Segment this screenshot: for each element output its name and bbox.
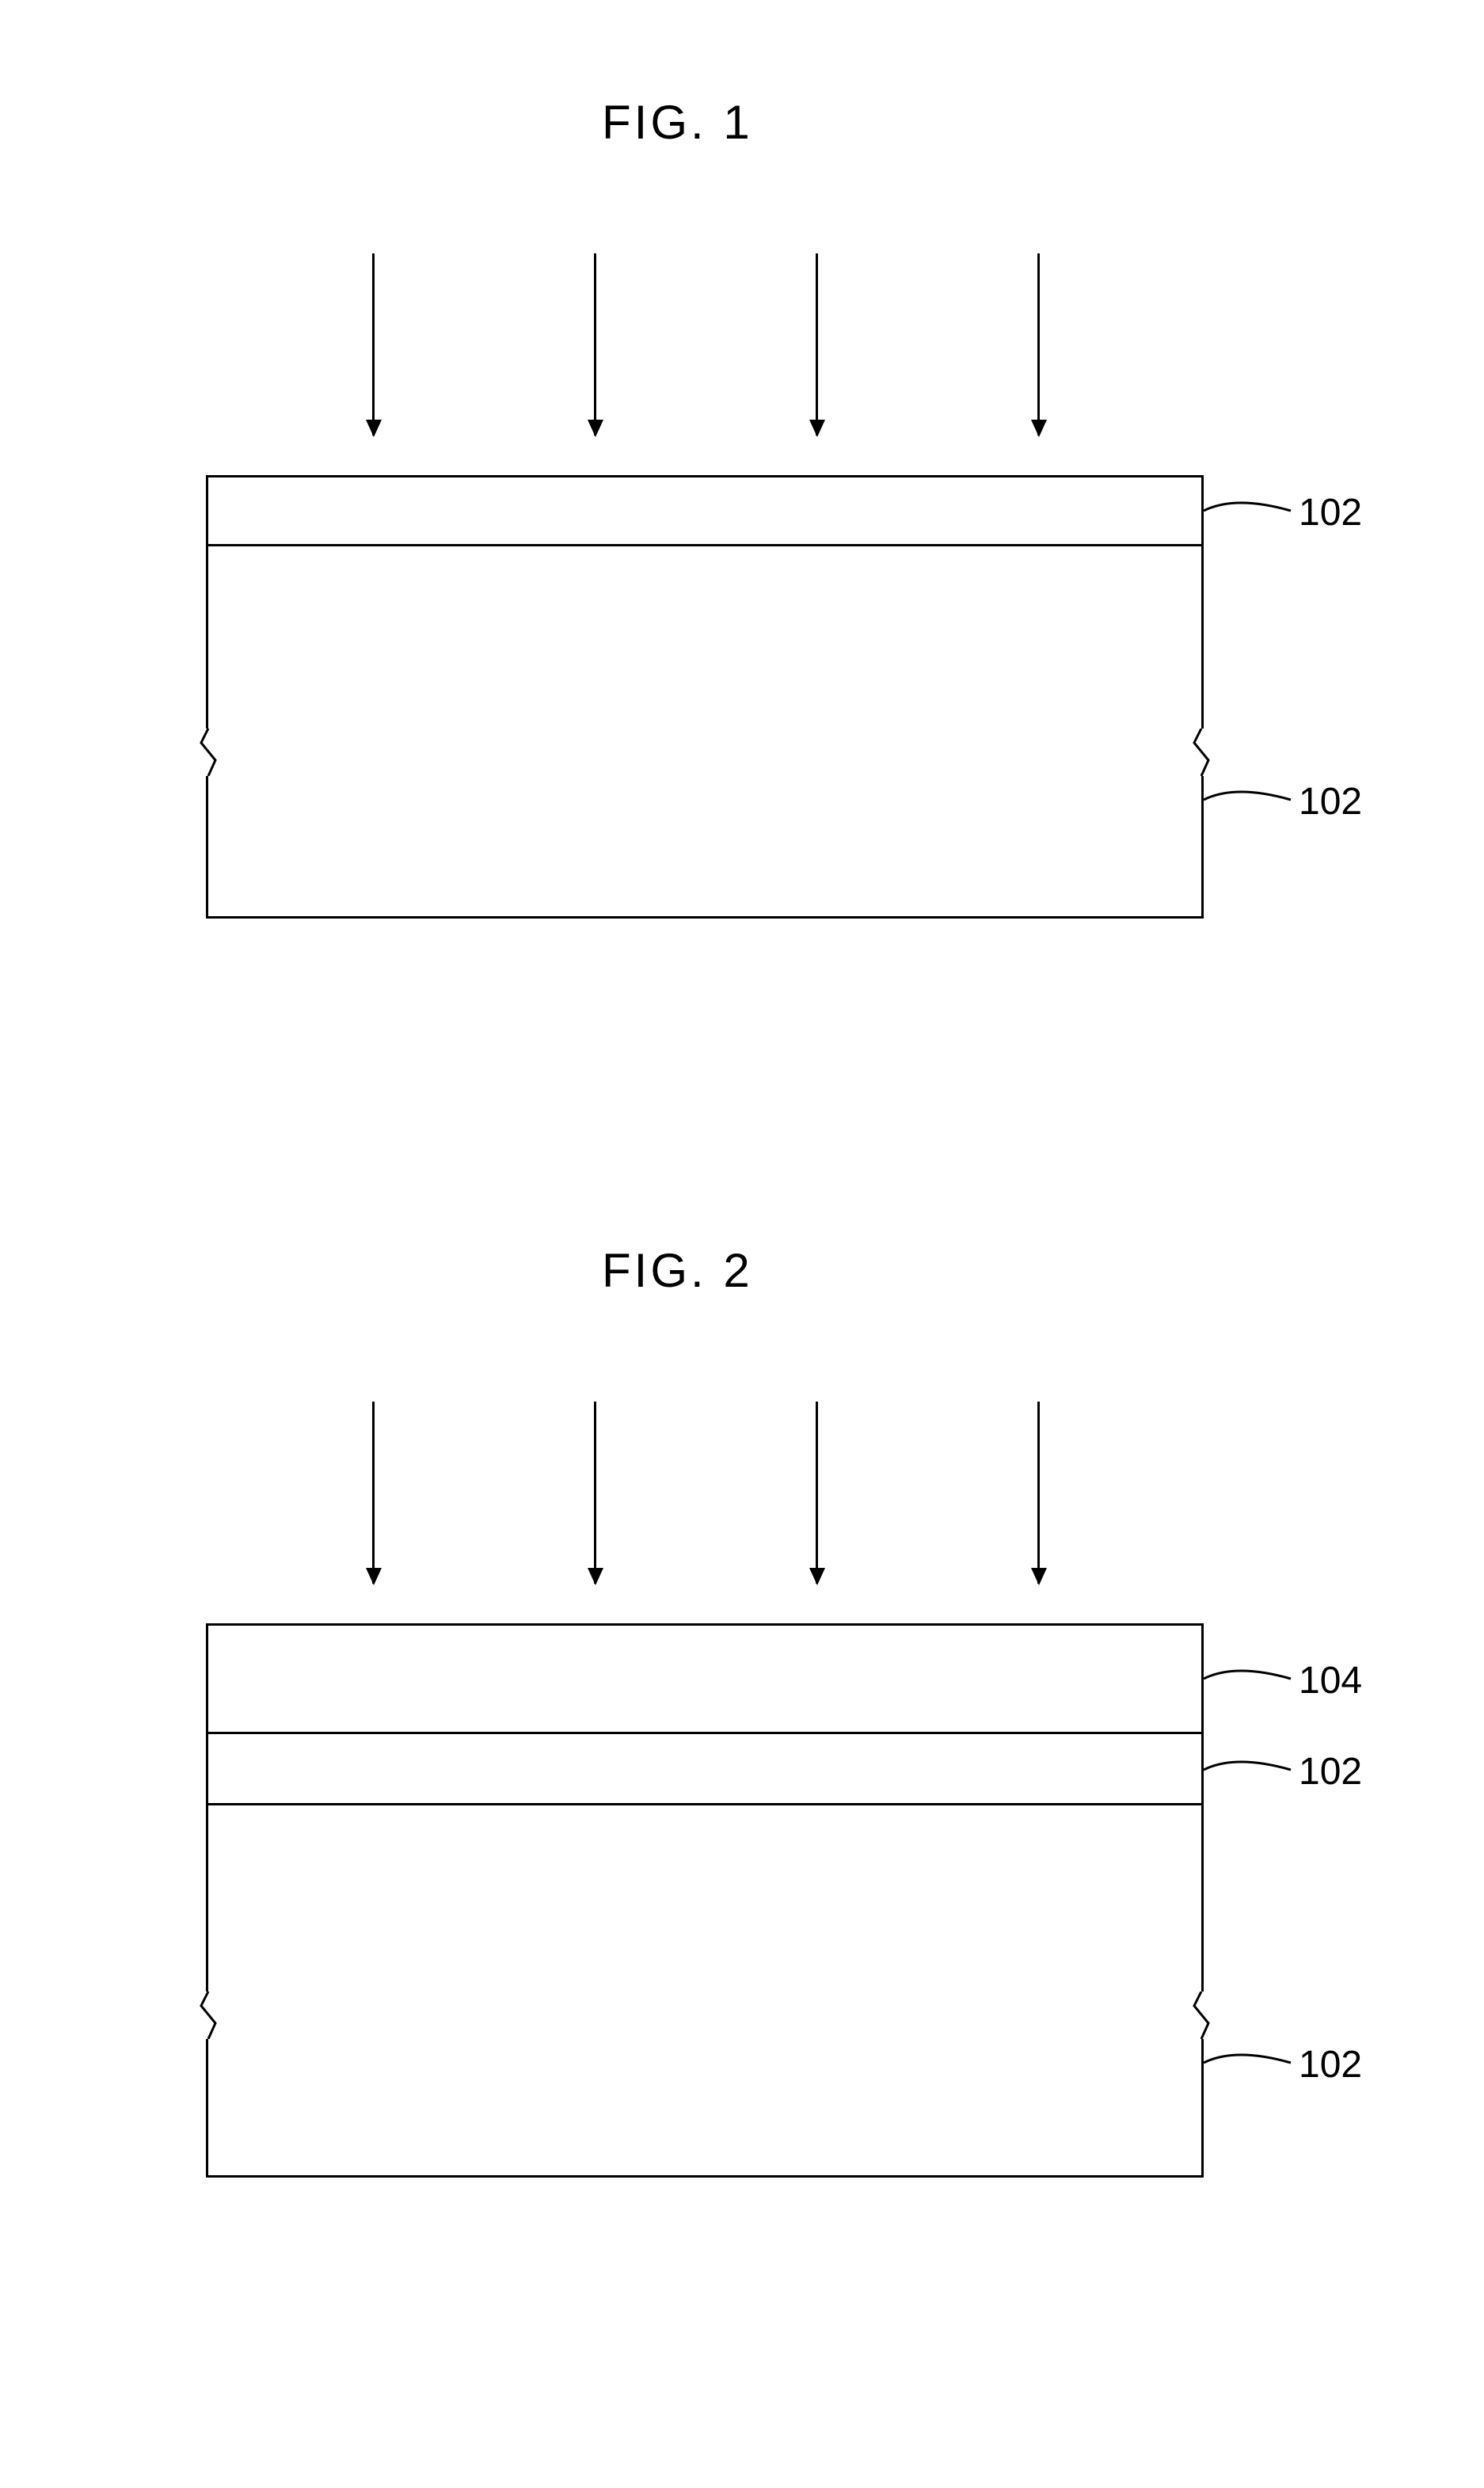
break-notch-right xyxy=(1191,729,1210,776)
label-102: 102 xyxy=(1299,780,1362,824)
arrow xyxy=(1037,253,1040,436)
fig2-layer-102 xyxy=(206,1732,1204,1805)
arrow xyxy=(372,1402,375,1584)
arrow xyxy=(1037,1402,1040,1584)
arrow xyxy=(816,253,818,436)
break-notch-left xyxy=(200,1992,219,2039)
fig2-title: FIG. 2 xyxy=(602,1243,753,1298)
fig1-title: FIG. 1 xyxy=(602,95,753,150)
label-102: 102 xyxy=(1299,2043,1362,2087)
label-102: 102 xyxy=(1299,491,1362,535)
label-102: 102 xyxy=(1299,1750,1362,1794)
leader-104 xyxy=(1204,1663,1299,1695)
leader-102-sub xyxy=(1204,2047,1299,2079)
leader-102-bottom xyxy=(1204,784,1299,816)
arrow xyxy=(816,1402,818,1584)
label-104: 104 xyxy=(1299,1659,1362,1702)
arrow xyxy=(594,1402,596,1584)
fig2-layer-104 xyxy=(206,1623,1204,1734)
leader-102-top xyxy=(1204,495,1299,527)
leader-102-mid xyxy=(1204,1754,1299,1786)
fig1-substrate xyxy=(206,544,1204,919)
break-notch-left xyxy=(200,729,219,776)
arrow xyxy=(594,253,596,436)
arrow xyxy=(372,253,375,436)
fig1-top-layer xyxy=(206,475,1204,546)
fig2-substrate xyxy=(206,1803,1204,2178)
break-notch-right xyxy=(1191,1992,1210,2039)
